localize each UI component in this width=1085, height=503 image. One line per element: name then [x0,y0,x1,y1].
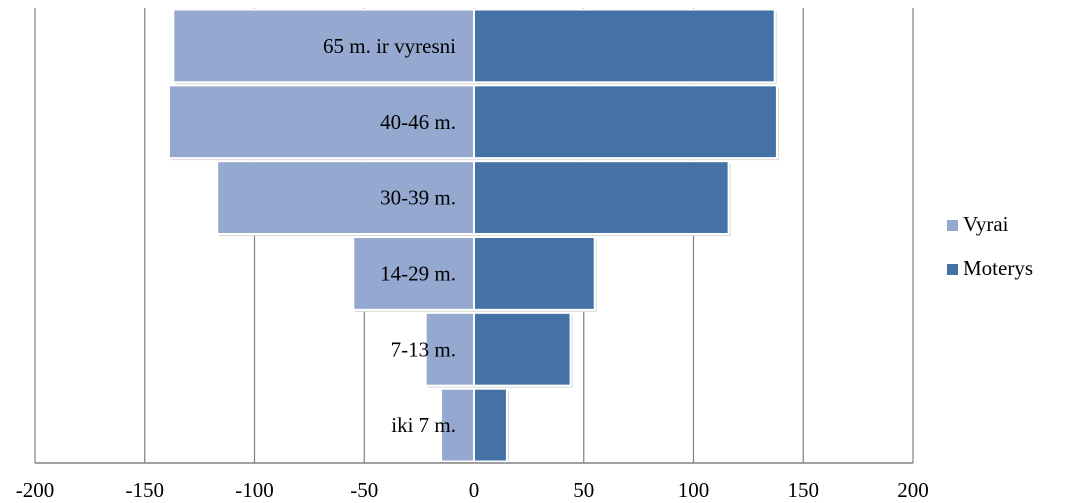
legend: Vyrai Moterys [947,212,1033,280]
bar-vyrai [440,387,476,463]
legend-swatch-vyrai [947,220,958,231]
x-tick-label: -200 [16,478,55,502]
x-tick-label: 0 [469,478,480,502]
bar-vyrai [216,160,475,235]
x-tick-label: 100 [678,478,710,502]
x-tick-label: 200 [897,478,929,502]
bar-vyrai [167,84,476,160]
category-label: 14-29 m. [380,261,456,285]
bars [167,8,779,464]
legend-label-vyrai: Vyrai [963,212,1009,236]
bar-moterys [473,160,730,235]
category-label: 40-46 m. [380,110,456,134]
legend-label-moterys: Moterys [963,256,1033,280]
legend-swatch-moterys [947,264,958,275]
bar-vyrai [352,236,475,311]
bar-vyrai [172,8,475,84]
x-tick-label: -50 [350,478,378,502]
category-label: 7-13 m. [391,337,456,361]
category-labels: iki 7 m. 7-13 m. 14-29 m. 30-39 m. 40-46 m. 6… [323,34,456,437]
bar-moterys [473,84,778,160]
bar-vyrai [424,311,475,387]
bar-moterys [473,311,572,387]
bar-moterys [473,236,596,311]
bar-moterys [473,387,508,463]
x-tick-label: 150 [788,478,820,502]
category-label: iki 7 m. [391,413,456,437]
x-tick-labels: -200 -150 -100 -50 0 50 100 150 200 [16,478,929,502]
category-label: 65 m. ir vyresni [323,34,456,58]
x-tick-label: 50 [573,478,594,502]
x-tick-label: -150 [126,478,165,502]
x-tick-label: -100 [235,478,274,502]
category-label: 30-39 m. [380,186,456,210]
bar-moterys [473,8,776,84]
